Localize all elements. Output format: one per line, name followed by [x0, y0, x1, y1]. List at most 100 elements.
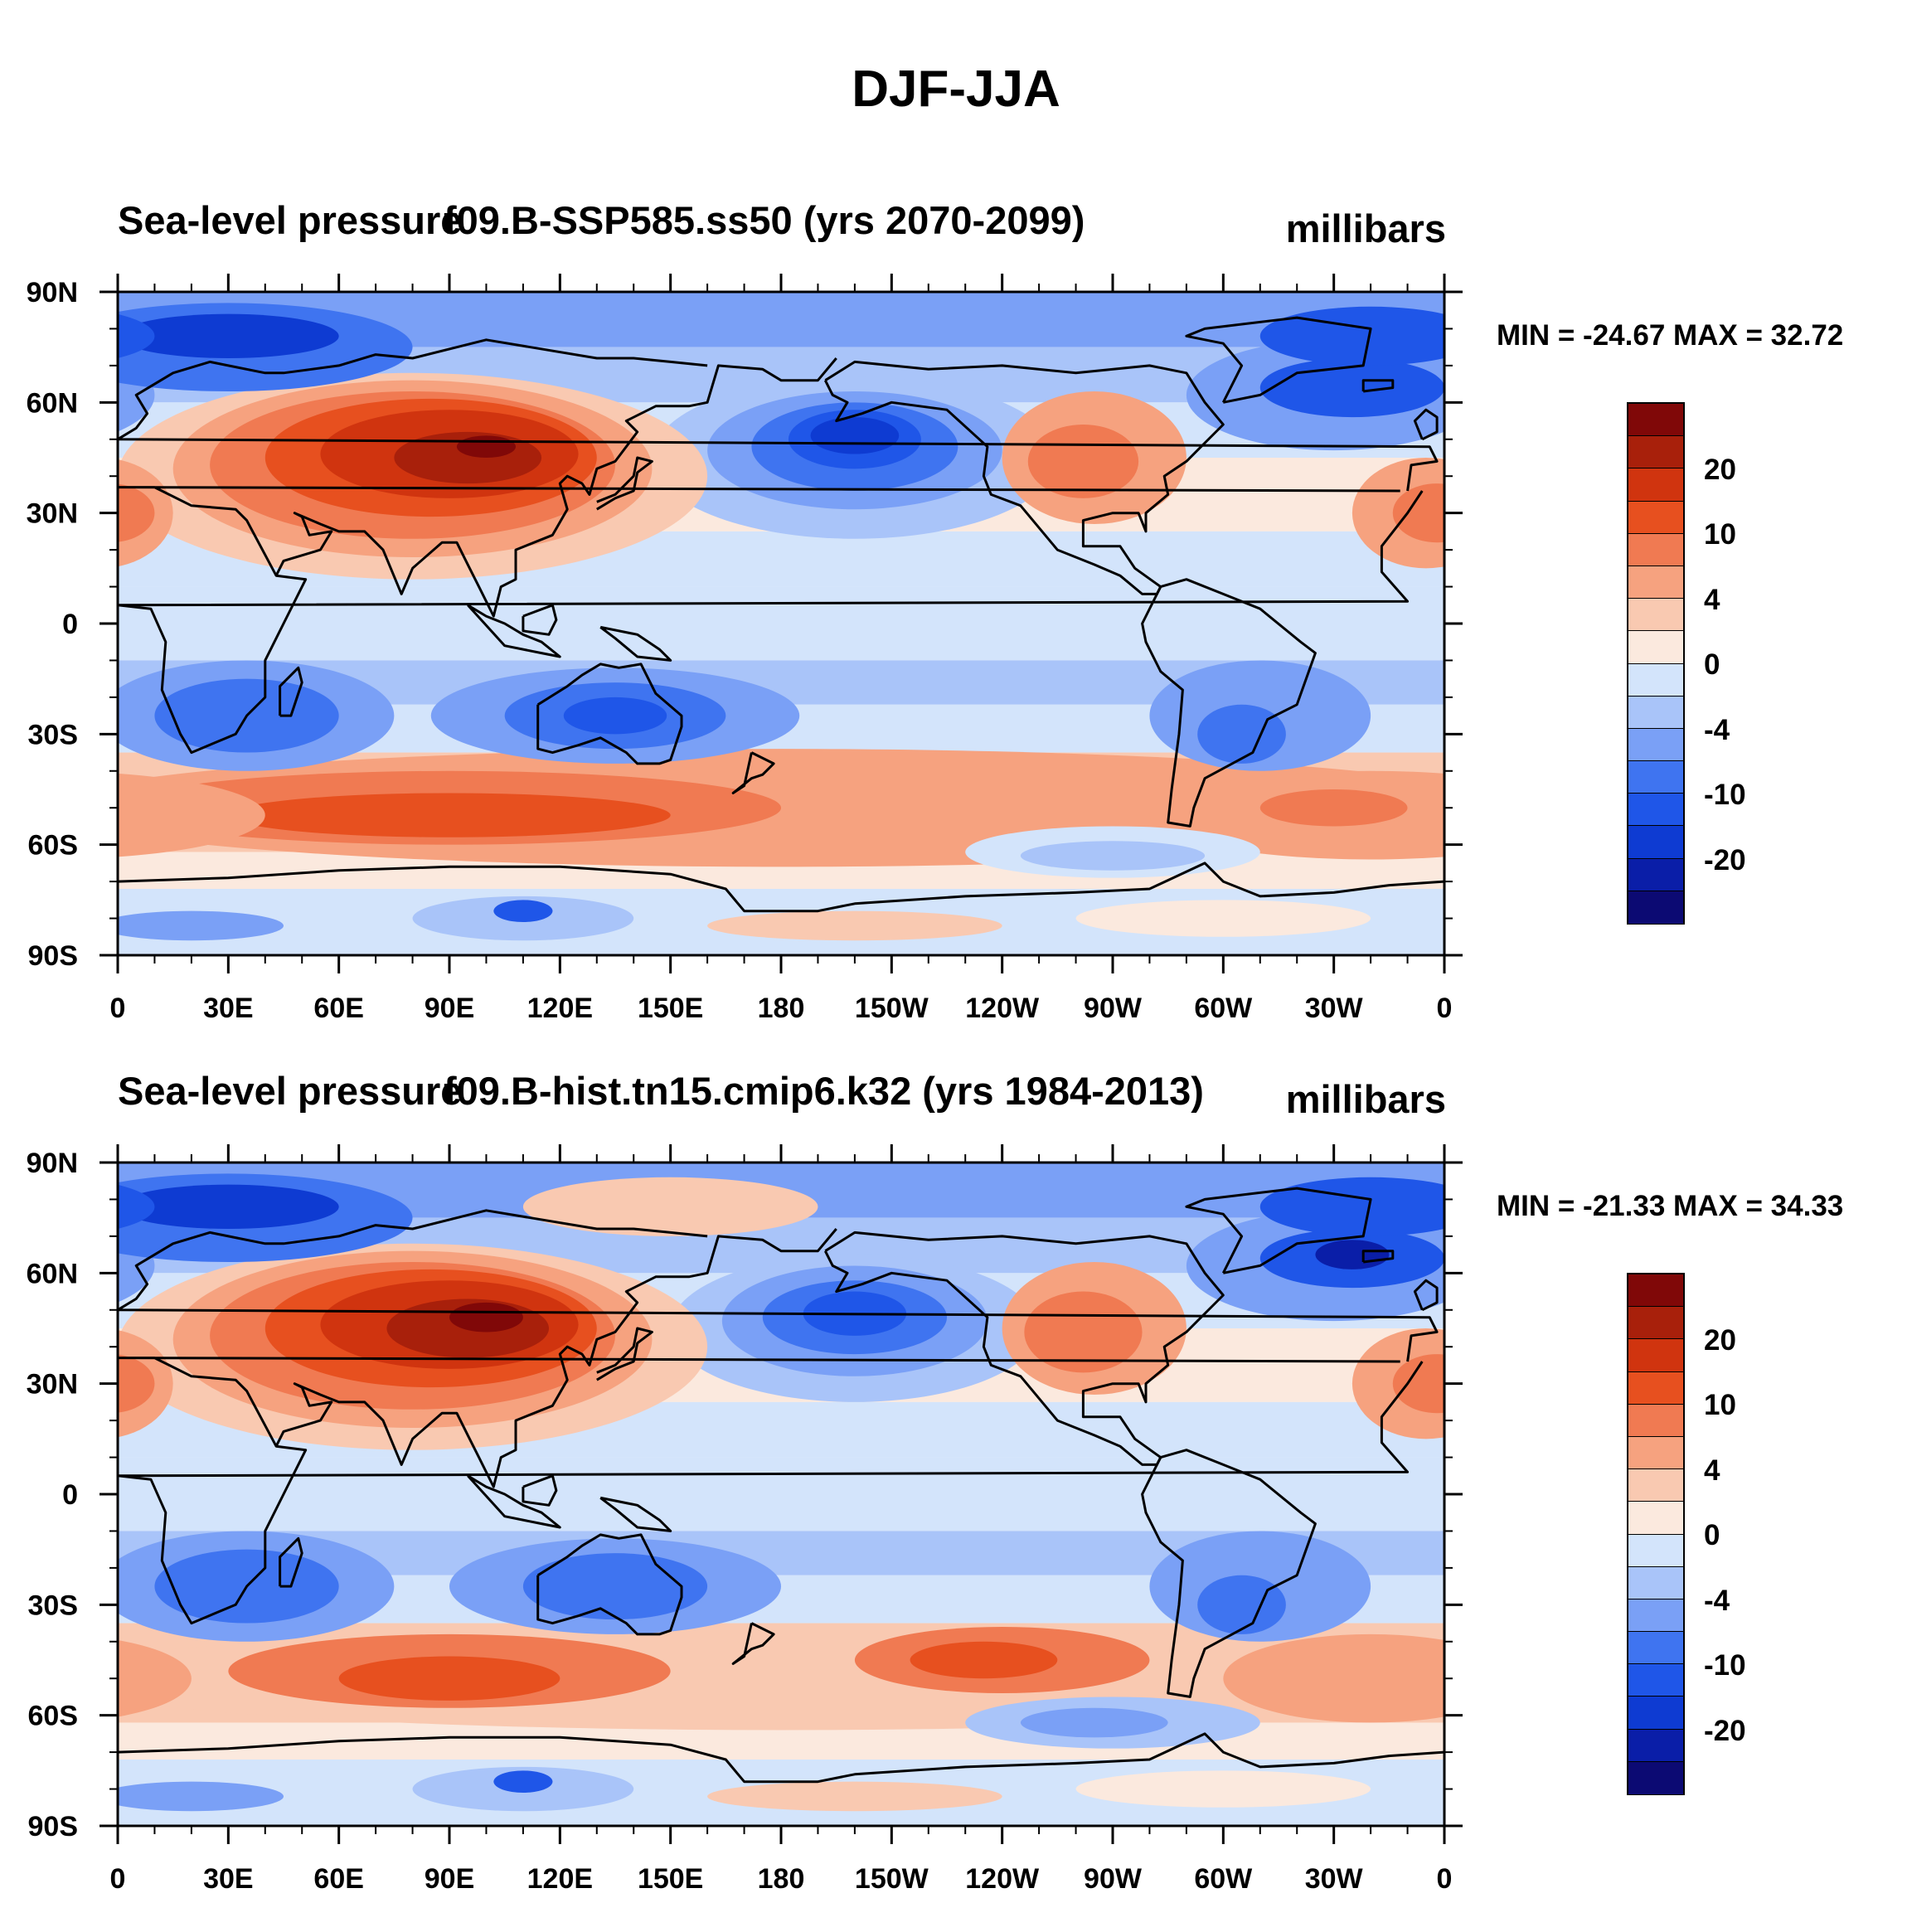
coastline [274, 357, 837, 618]
coastline [118, 1209, 1439, 1362]
colorbar-label: 10 [1704, 518, 1736, 551]
colorbar-segment [1628, 1566, 1683, 1599]
colorbar-segment [1628, 1469, 1683, 1502]
colorbar-segment [1628, 1274, 1683, 1308]
lat-tick-label: 60S [28, 830, 79, 862]
colorbar-segment [1628, 468, 1683, 502]
lat-tick-label: 90S [28, 940, 79, 972]
lon-tick-label: 0 [1437, 993, 1453, 1024]
coastline [118, 486, 1424, 755]
colorbar-label: 4 [1704, 584, 1720, 616]
lon-tick-label: 30E [203, 1863, 254, 1895]
coastline [1185, 1187, 1372, 1274]
panel-units: millibars [1285, 1077, 1446, 1121]
colorbar-segment [1628, 1371, 1683, 1405]
contour-region [910, 1641, 1058, 1679]
lat-tick-label: 90N [27, 277, 78, 308]
colorbar-label: -10 [1704, 779, 1746, 811]
panel-variable-title: Sea-level pressure [118, 1069, 463, 1113]
contour-region [707, 1781, 1002, 1812]
lon-tick-label: 180 [758, 1863, 805, 1895]
contour-region [1259, 789, 1408, 827]
coastline [522, 604, 558, 636]
lat-tick-label: 30N [27, 498, 78, 530]
colorbar-segment [1628, 663, 1683, 697]
contour-band [118, 586, 1444, 661]
coastline [467, 604, 561, 658]
contour-region [1024, 1291, 1143, 1373]
contour-fills [118, 1163, 1444, 1826]
coastline [1141, 578, 1317, 828]
colorbar-segment [1628, 1436, 1683, 1470]
colorbar-segment [1628, 1404, 1683, 1437]
contour-region [563, 697, 667, 735]
colorbar-segment [1628, 1664, 1683, 1697]
panel-bottom: Sea-level pressure f09.B-hist.tn15.cmip6… [0, 1053, 1912, 1932]
colorbar-label: 20 [1704, 454, 1736, 486]
colorbar-segment [1628, 1534, 1683, 1567]
lat-tick-label: 60S [28, 1701, 79, 1732]
coastline [731, 751, 775, 794]
colorbar-label: -4 [1704, 714, 1730, 746]
lat-tick-label: 90N [27, 1148, 78, 1179]
coastlines [118, 1187, 1444, 1784]
contour-map: 0 30E 60E 90E 120E 150E 180 150W 120W 90W 60W 30W 09… [27, 274, 1463, 1024]
lon-tick-label: 120E [527, 993, 593, 1024]
panel-units: millibars [1285, 206, 1446, 250]
coastline [536, 663, 683, 765]
lat-tick-label: 60N [27, 1258, 78, 1289]
lon-tick-label: 150W [855, 993, 929, 1024]
coastline [599, 1496, 672, 1532]
colorbar-segment [1628, 631, 1683, 664]
colorbar-segment [1628, 436, 1683, 469]
lon-tick-label: 60W [1194, 993, 1253, 1024]
colorbar-segment [1628, 599, 1683, 632]
colorbar-segment [1628, 404, 1683, 437]
contour-region [1020, 841, 1206, 871]
contour-map: 0 30E 60E 90E 120E 150E 180 150W 120W 90W 60W 30W 09… [27, 1144, 1463, 1895]
colorbar-segment [1628, 1761, 1683, 1794]
coastline [274, 1228, 837, 1488]
colorbar-label: -4 [1704, 1585, 1730, 1617]
colorbar-segment [1628, 794, 1683, 827]
contour-region [118, 1640, 192, 1717]
contour-region [1075, 1770, 1371, 1808]
coastline [596, 1327, 653, 1381]
colorbar-label: 20 [1704, 1324, 1736, 1357]
colorbar [1627, 402, 1685, 925]
coastline [1361, 1250, 1395, 1264]
contour-region [456, 435, 516, 458]
lat-tick-label: 30S [28, 1590, 79, 1621]
coastline [596, 456, 653, 511]
colorbar-label: 4 [1704, 1454, 1720, 1487]
panel-variable-title: Sea-level pressure [118, 198, 463, 242]
contour-region [1027, 425, 1139, 498]
colorbar-label: 10 [1704, 1389, 1736, 1421]
coastline [823, 1231, 1225, 1466]
contour-region [1259, 306, 1444, 366]
coastlines [118, 316, 1444, 913]
lon-tick-label: 0 [1437, 1863, 1453, 1895]
lat-tick-label: 30N [27, 1369, 78, 1400]
colorbar-segment [1628, 1339, 1683, 1372]
contour-region [1392, 1354, 1444, 1414]
coastline [118, 338, 1439, 492]
contour-region [118, 773, 265, 857]
lon-tick-label: 120E [527, 1863, 593, 1895]
coastline [599, 625, 672, 662]
colorbar-label: 0 [1704, 648, 1720, 681]
contour-fills [118, 292, 1444, 955]
lon-tick-label: 60W [1194, 1863, 1253, 1895]
contour-region [118, 483, 155, 542]
lon-tick-label: 30W [1305, 993, 1364, 1024]
colorbar [1627, 1273, 1685, 1795]
lat-tick-label: 90S [28, 1811, 79, 1842]
contour-region [1315, 1240, 1390, 1269]
contour-region [493, 1770, 553, 1793]
coastline [536, 1533, 683, 1636]
contour-region [228, 793, 671, 837]
colorbar-segment [1628, 533, 1683, 566]
contour-region [707, 910, 1002, 941]
lon-tick-label: 180 [758, 993, 805, 1024]
colorbar-segment [1628, 1307, 1683, 1340]
